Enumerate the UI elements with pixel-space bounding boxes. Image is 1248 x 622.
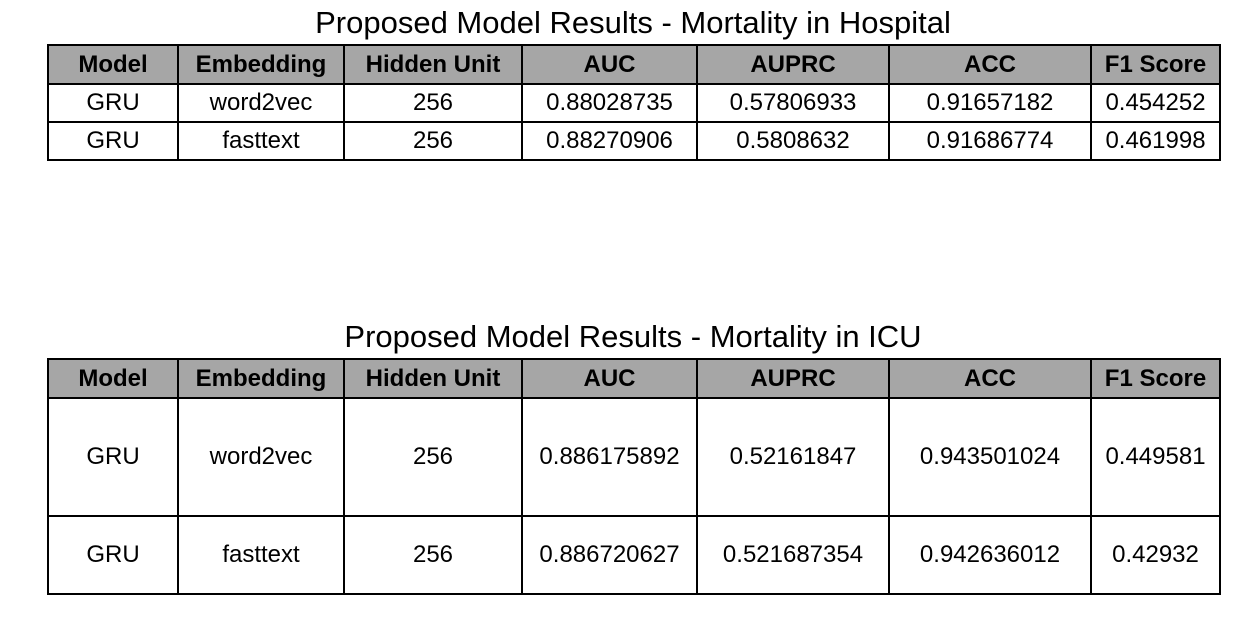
table-row: GRU fasttext 256 0.88270906 0.5808632 0.…	[47, 121, 1221, 161]
column-header-embedding: Embedding	[177, 358, 345, 399]
cell-embedding: word2vec	[177, 83, 345, 123]
cell-auc: 0.88028735	[521, 83, 698, 123]
cell-auc: 0.886720627	[521, 515, 698, 595]
cell-acc: 0.943501024	[888, 397, 1092, 517]
column-header-f1-score: F1 Score	[1090, 358, 1221, 399]
cell-hidden-unit: 256	[343, 515, 523, 595]
icu-table-title: Proposed Model Results - Mortality in IC…	[344, 319, 922, 354]
hospital-results-section: Proposed Model Results - Mortality in Ho…	[47, 4, 1221, 161]
cell-f1-score: 0.42932	[1090, 515, 1221, 595]
column-header-auprc: AUPRC	[696, 358, 890, 399]
cell-embedding: fasttext	[177, 121, 345, 161]
cell-f1-score: 0.454252	[1090, 83, 1221, 123]
cell-f1-score: 0.449581	[1090, 397, 1221, 517]
cell-auc: 0.88270906	[521, 121, 698, 161]
hospital-results-table: Model Embedding Hidden Unit AUC AUPRC AC…	[47, 44, 1221, 161]
column-header-acc: ACC	[888, 44, 1092, 85]
hospital-table-title: Proposed Model Results - Mortality in Ho…	[315, 5, 951, 40]
table-header-row: Model Embedding Hidden Unit AUC AUPRC AC…	[47, 358, 1221, 399]
column-header-auc: AUC	[521, 44, 698, 85]
cell-auprc: 0.52161847	[696, 397, 890, 517]
table-row: GRU fasttext 256 0.886720627 0.521687354…	[47, 515, 1221, 595]
column-header-acc: ACC	[888, 358, 1092, 399]
cell-model: GRU	[47, 121, 179, 161]
table-header-row: Model Embedding Hidden Unit AUC AUPRC AC…	[47, 44, 1221, 85]
cell-hidden-unit: 256	[343, 397, 523, 517]
icu-results-table: Model Embedding Hidden Unit AUC AUPRC AC…	[47, 358, 1221, 595]
cell-model: GRU	[47, 83, 179, 123]
cell-hidden-unit: 256	[343, 83, 523, 123]
cell-acc: 0.942636012	[888, 515, 1092, 595]
table-row: GRU word2vec 256 0.886175892 0.52161847 …	[47, 397, 1221, 517]
cell-auc: 0.886175892	[521, 397, 698, 517]
cell-acc: 0.91686774	[888, 121, 1092, 161]
table-row: GRU word2vec 256 0.88028735 0.57806933 0…	[47, 83, 1221, 123]
column-header-hidden-unit: Hidden Unit	[343, 358, 523, 399]
icu-results-section: Proposed Model Results - Mortality in IC…	[47, 318, 1221, 595]
cell-model: GRU	[47, 397, 179, 517]
column-header-embedding: Embedding	[177, 44, 345, 85]
column-header-auprc: AUPRC	[696, 44, 890, 85]
cell-f1-score: 0.461998	[1090, 121, 1221, 161]
cell-embedding: word2vec	[177, 397, 345, 517]
column-header-auc: AUC	[521, 358, 698, 399]
cell-model: GRU	[47, 515, 179, 595]
cell-embedding: fasttext	[177, 515, 345, 595]
cell-acc: 0.91657182	[888, 83, 1092, 123]
cell-auprc: 0.5808632	[696, 121, 890, 161]
column-header-model: Model	[47, 44, 179, 85]
cell-auprc: 0.57806933	[696, 83, 890, 123]
column-header-f1-score: F1 Score	[1090, 44, 1221, 85]
cell-hidden-unit: 256	[343, 121, 523, 161]
cell-auprc: 0.521687354	[696, 515, 890, 595]
column-header-model: Model	[47, 358, 179, 399]
column-header-hidden-unit: Hidden Unit	[343, 44, 523, 85]
